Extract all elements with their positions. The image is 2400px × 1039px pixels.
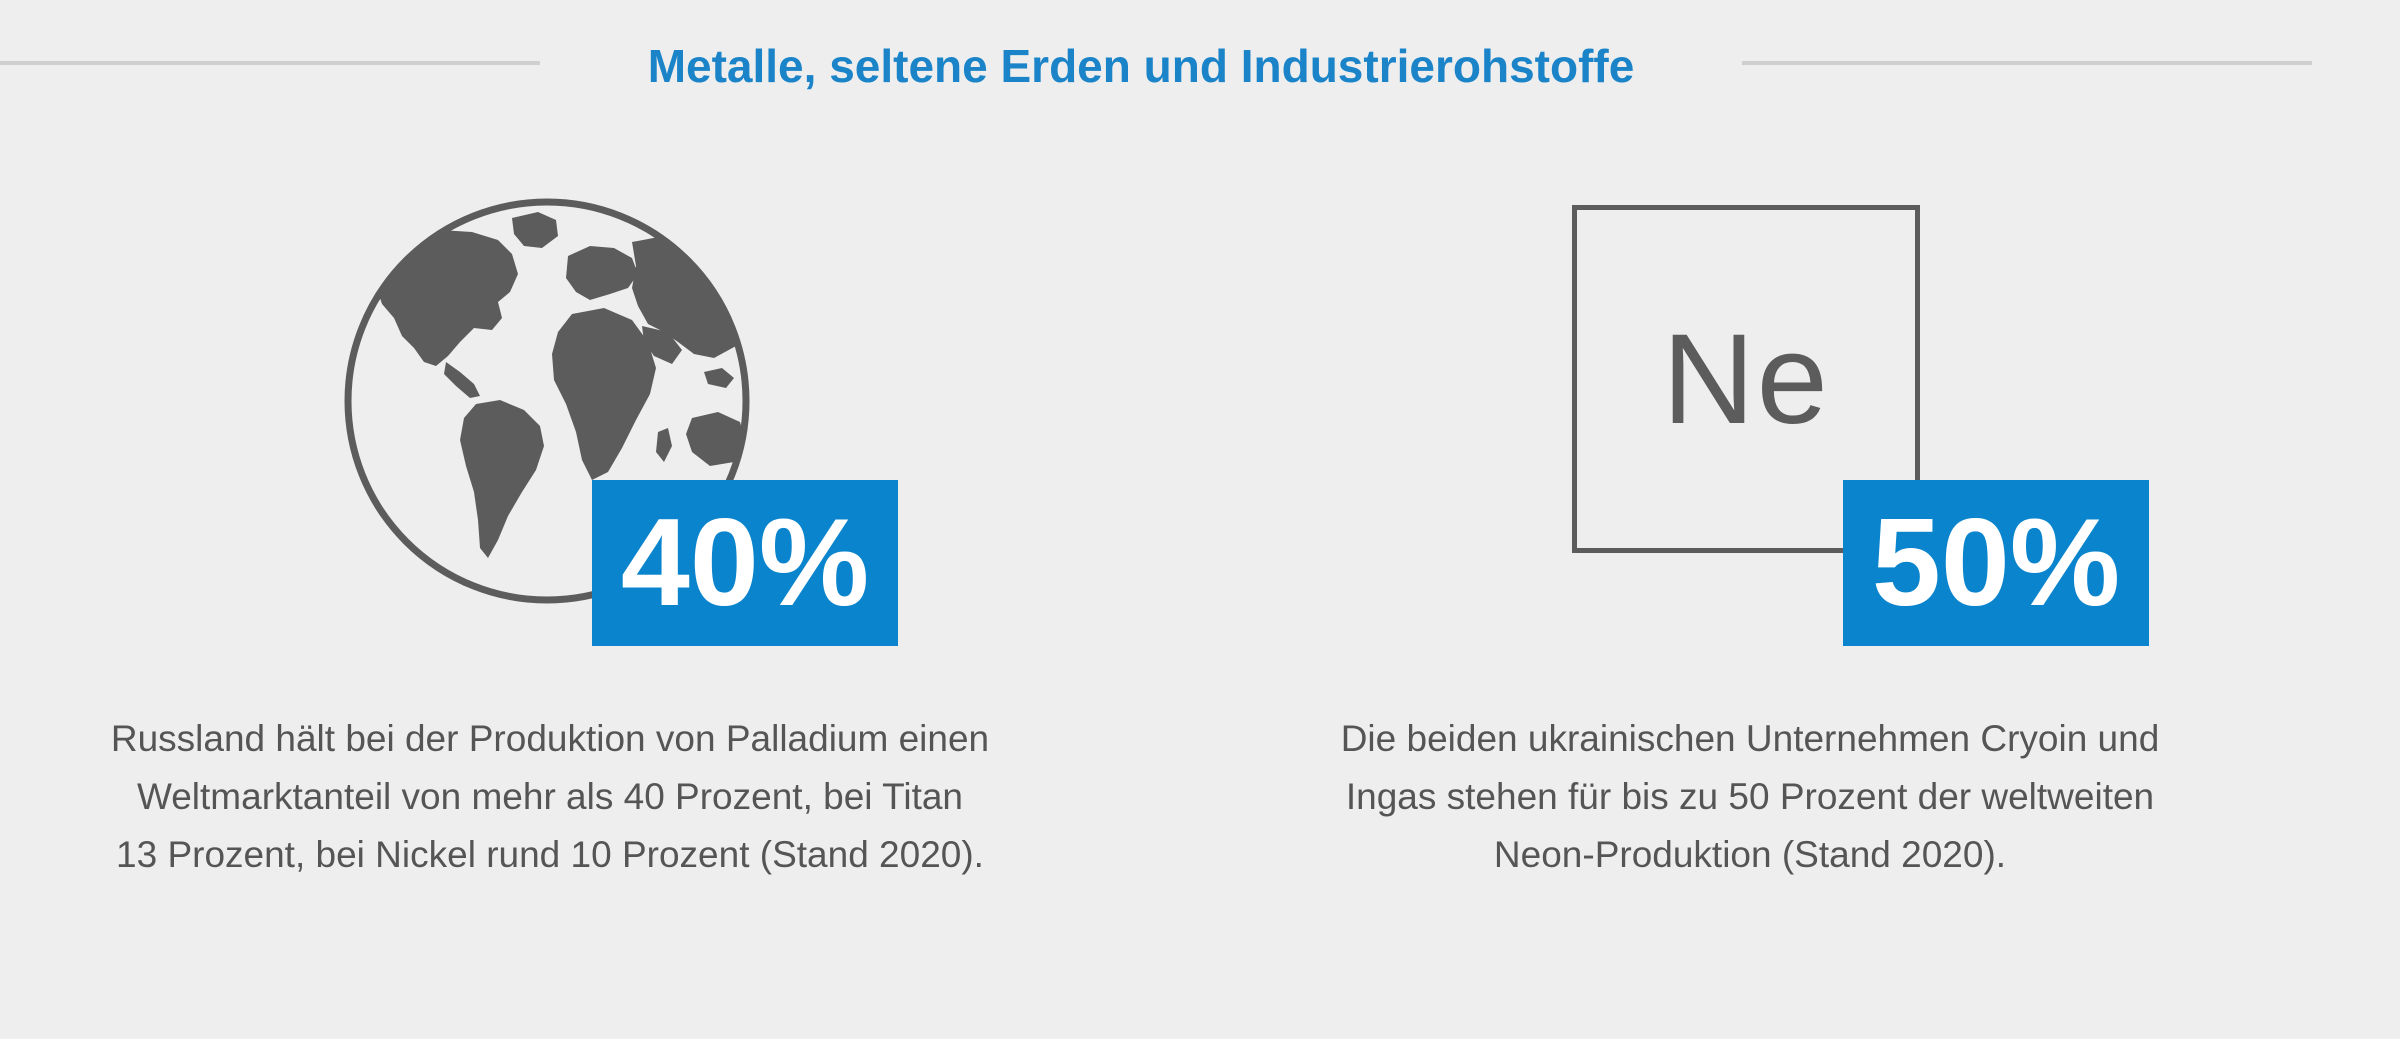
caption-line: Neon-Produktion (Stand 2020). <box>1493 834 2007 875</box>
caption-left: Russland hält bei der Produktion von Pal… <box>0 710 1100 884</box>
caption-line: Russland hält bei der Produktion von Pal… <box>110 718 990 759</box>
stat-badge-50-percent: 50% <box>1843 480 2149 646</box>
element-symbol: Ne <box>1662 307 1830 451</box>
caption-right: Die beiden ukrainischen Unternehmen Cryo… <box>1200 710 2300 884</box>
caption-line: 13 Prozent, bei Nickel rund 10 Prozent (… <box>116 834 984 875</box>
section-title: Metalle, seltene Erden und Industrierohs… <box>647 40 1635 92</box>
caption-line: Ingas stehen für bis zu 50 Prozent der w… <box>1345 776 2155 817</box>
header-divider-left <box>0 61 540 65</box>
caption-line: Weltmarktanteil von mehr als 40 Prozent,… <box>136 776 964 817</box>
caption-line: Die beiden ukrainischen Unternehmen Cryo… <box>1340 718 2160 759</box>
element-tile-icon: Ne <box>1572 205 1920 553</box>
globe-icon <box>344 198 750 604</box>
stat-badge-40-percent: 40% <box>592 480 898 646</box>
header-divider-right <box>1742 61 2312 65</box>
